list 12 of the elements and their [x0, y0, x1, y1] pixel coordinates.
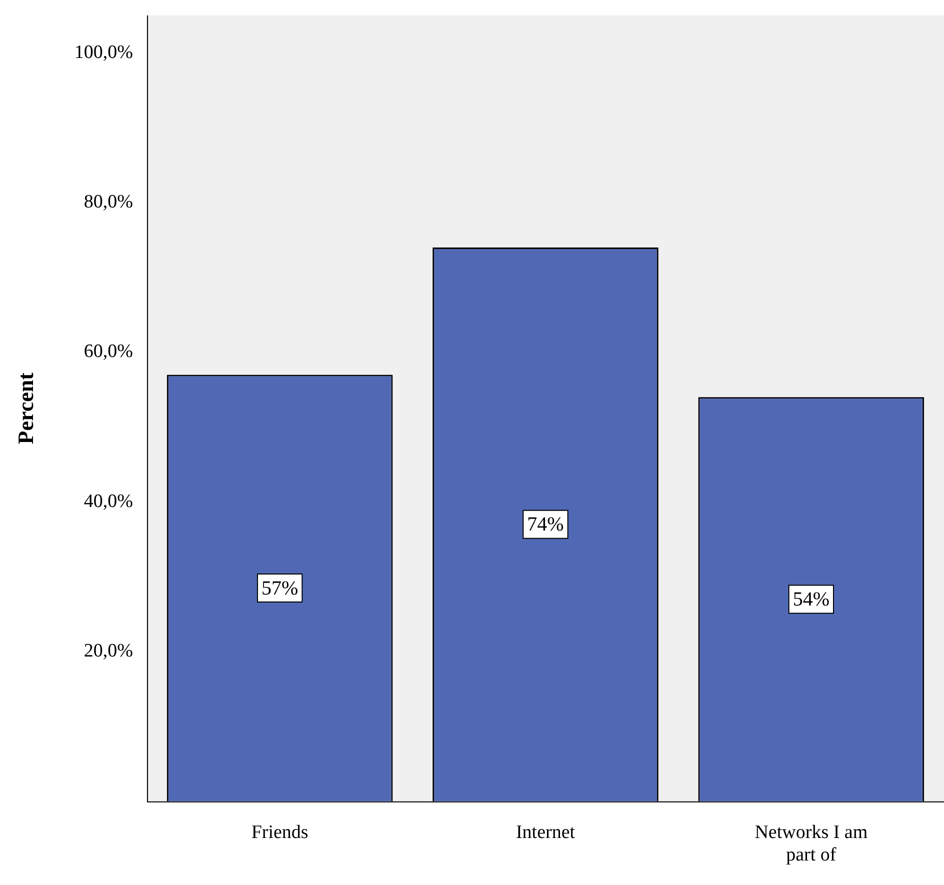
y-tick-label: 20,0% — [84, 640, 134, 662]
y-tick-label: 80,0% — [84, 192, 134, 213]
y-tick-label: 60,0% — [84, 341, 134, 362]
x-tick-label: Friends — [251, 822, 308, 843]
y-tick-label: 100,0% — [74, 42, 134, 63]
x-tick-label: Networks I am part of — [754, 822, 868, 866]
y-tick-label: 40,0% — [84, 490, 134, 512]
data-label: 74% — [527, 514, 564, 536]
x-tick-label: Internet — [516, 822, 576, 843]
data-label: 57% — [261, 577, 298, 600]
y-axis-title: Percent — [12, 372, 38, 444]
data-label: 54% — [792, 588, 830, 611]
